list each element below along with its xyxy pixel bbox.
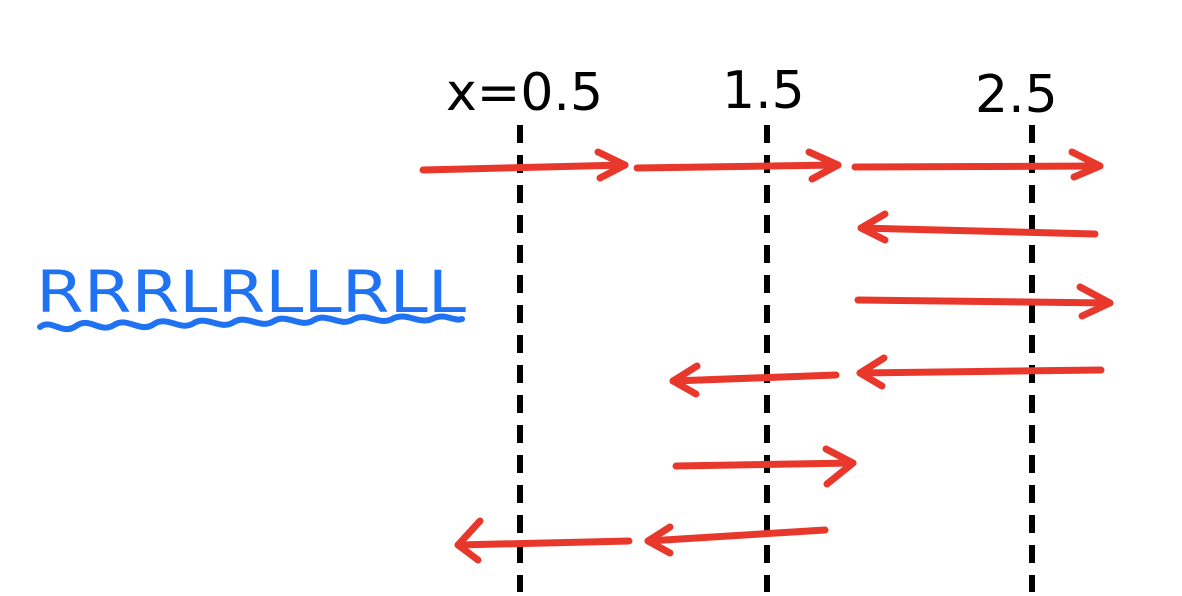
line-label-0-5: x=0.5	[446, 63, 603, 123]
arrow-right	[633, 148, 842, 183]
arrow-left	[644, 523, 829, 557]
arrow-left	[454, 517, 633, 564]
arrow-right	[851, 148, 1104, 181]
move-arrows	[419, 148, 1114, 564]
arrow-left	[856, 354, 1105, 390]
arrow-right	[854, 283, 1114, 320]
arrow-left	[857, 210, 1099, 244]
arrow-right	[672, 445, 857, 488]
line-label-1-5: 1.5	[722, 61, 805, 121]
arrow-right	[419, 148, 629, 182]
line-label-2-5: 2.5	[975, 65, 1058, 125]
arrow-left	[669, 362, 840, 398]
sequence-wavy-underline	[37, 313, 465, 333]
